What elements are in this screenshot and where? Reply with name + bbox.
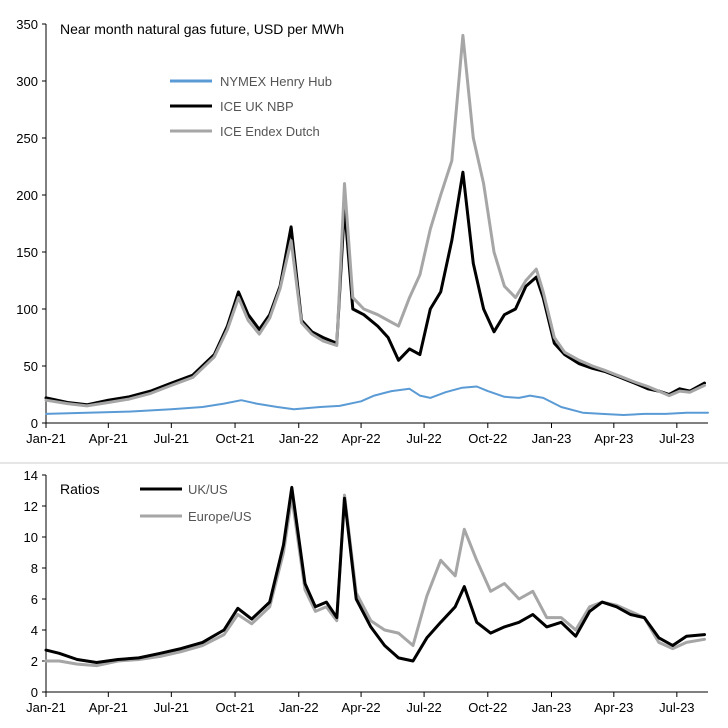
y-tick-label: 350: [16, 17, 38, 32]
series-line-uk-us: [44, 485, 706, 664]
price-series-lines: [44, 33, 709, 416]
ratio-chart-title: Ratios: [60, 481, 100, 497]
y-tick-label: 8: [31, 561, 38, 576]
price-x-ticks: Jan-21 Apr-21 Jul-21 Oct-21 Jan-22 Apr-22 Jul-…: [26, 423, 695, 446]
x-tick-label: Apr-22: [342, 700, 381, 715]
ratio-x-ticks: Jan-21 Apr-21 Jul-21 Oct-21 Jan-22 Apr-22 Jul-…: [26, 692, 695, 715]
y-tick-label: 2: [31, 654, 38, 669]
x-tick-label: Oct-21: [216, 431, 255, 446]
price-y-ticks: 0 50 100 150 200 250 300 350: [16, 17, 46, 431]
series-line-europe-us: [44, 493, 706, 668]
x-tick-label: Oct-22: [468, 431, 507, 446]
price-panel: Near month natural gas future, USD per M…: [16, 17, 709, 446]
legend-label-endex-dutch: ICE Endex Dutch: [220, 124, 320, 139]
x-tick-label: Jul-23: [659, 700, 694, 715]
x-tick-label: Jan-21: [26, 431, 66, 446]
x-tick-label: Oct-22: [468, 700, 507, 715]
ratio-legend: UK/US Europe/US: [140, 482, 252, 524]
x-tick-label: Apr-21: [89, 700, 128, 715]
series-line-ice-endex-dutch: [44, 33, 706, 408]
legend-label-uk-us: UK/US: [188, 482, 228, 497]
ratio-series-lines: [44, 485, 706, 668]
y-tick-label: 100: [16, 302, 38, 317]
y-tick-label: 4: [31, 623, 38, 638]
y-tick-label: 250: [16, 131, 38, 146]
y-tick-label: 0: [31, 685, 38, 700]
x-tick-label: Jan-21: [26, 700, 66, 715]
legend-label-europe-us: Europe/US: [188, 509, 252, 524]
x-tick-label: Jul-21: [154, 431, 189, 446]
x-tick-label: Jan-23: [532, 431, 572, 446]
y-tick-label: 6: [31, 592, 38, 607]
x-tick-label: Apr-23: [594, 700, 633, 715]
x-tick-label: Jul-21: [154, 700, 189, 715]
y-tick-label: 150: [16, 245, 38, 260]
ratio-panel: Ratios 0 2 4 6 8 10 12 14 Jan-21 Apr-21 Jul-21 Oct…: [24, 468, 708, 715]
price-chart-title: Near month natural gas future, USD per M…: [60, 21, 344, 37]
y-tick-label: 12: [24, 499, 38, 514]
x-tick-label: Jul-22: [406, 700, 441, 715]
x-tick-label: Jul-23: [659, 431, 694, 446]
y-tick-label: 0: [31, 416, 38, 431]
series-line-nymex-henry-hub: [45, 385, 709, 416]
x-tick-label: Apr-22: [342, 431, 381, 446]
y-tick-label: 200: [16, 188, 38, 203]
x-tick-label: Jan-22: [279, 431, 319, 446]
y-tick-label: 50: [24, 359, 38, 374]
x-tick-label: Apr-23: [594, 431, 633, 446]
ratio-y-ticks: 0 2 4 6 8 10 12 14: [24, 468, 46, 700]
legend-label-uk-nbp: ICE UK NBP: [220, 99, 294, 114]
x-tick-label: Jul-22: [406, 431, 441, 446]
y-tick-label: 14: [24, 468, 38, 483]
legend-label-henry-hub: NYMEX Henry Hub: [220, 74, 332, 89]
x-tick-label: Oct-21: [216, 700, 255, 715]
x-tick-label: Apr-21: [89, 431, 128, 446]
x-tick-label: Jan-22: [279, 700, 319, 715]
y-tick-label: 300: [16, 74, 38, 89]
y-tick-label: 10: [24, 530, 38, 545]
price-legend: NYMEX Henry Hub ICE UK NBP ICE Endex Dut…: [170, 74, 332, 139]
x-tick-label: Jan-23: [532, 700, 572, 715]
